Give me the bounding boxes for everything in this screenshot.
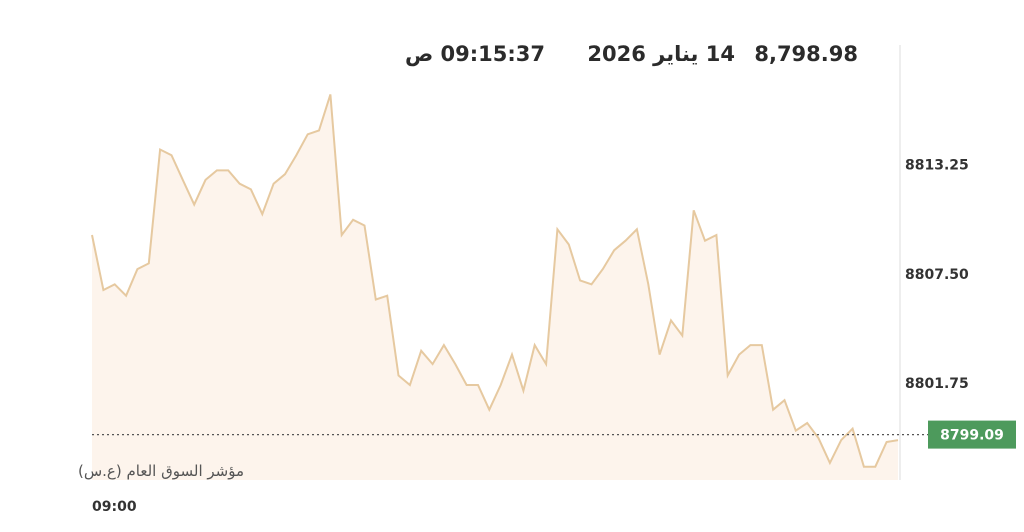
index-name: مؤشر السوق العام (ع.س) <box>78 462 245 480</box>
last-value-box <box>928 420 1016 449</box>
area-fill <box>92 94 898 481</box>
time: 09:15:37 ص <box>404 42 545 66</box>
y-tick-label: 8807.50 <box>905 267 969 283</box>
y-tick-label: 8801.75 <box>905 376 969 392</box>
y-tick-label: 8813.25 <box>905 158 969 174</box>
last-value-label: 8799.09 <box>940 428 1004 444</box>
price: 8,798.98 <box>754 42 858 66</box>
price-line <box>91 94 899 468</box>
x-tick-label: 09:00 <box>92 499 137 515</box>
date: 14 يناير 2026 <box>587 42 735 66</box>
